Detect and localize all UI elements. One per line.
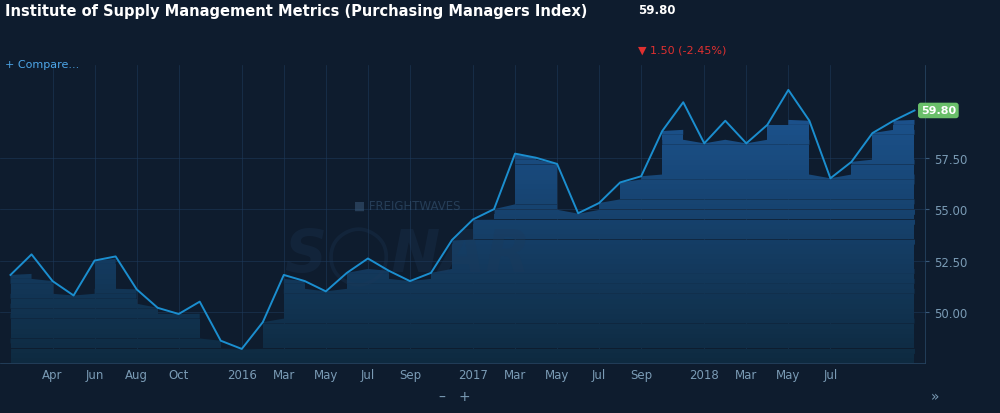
- Text: S◯NAR: S◯NAR: [284, 227, 530, 286]
- Text: –   +: – +: [439, 389, 471, 404]
- Text: ■ FREIGHTWAVES: ■ FREIGHTWAVES: [354, 199, 460, 212]
- Text: ▼ 1.50 (-2.45%): ▼ 1.50 (-2.45%): [638, 45, 726, 55]
- Text: 59.80: 59.80: [638, 4, 676, 17]
- Text: Institute of Supply Management Metrics (Purchasing Managers Index): Institute of Supply Management Metrics (…: [5, 4, 587, 19]
- Text: 59.80: 59.80: [921, 106, 956, 116]
- Text: »: »: [931, 389, 939, 404]
- Text: + Compare...: + Compare...: [5, 60, 79, 70]
